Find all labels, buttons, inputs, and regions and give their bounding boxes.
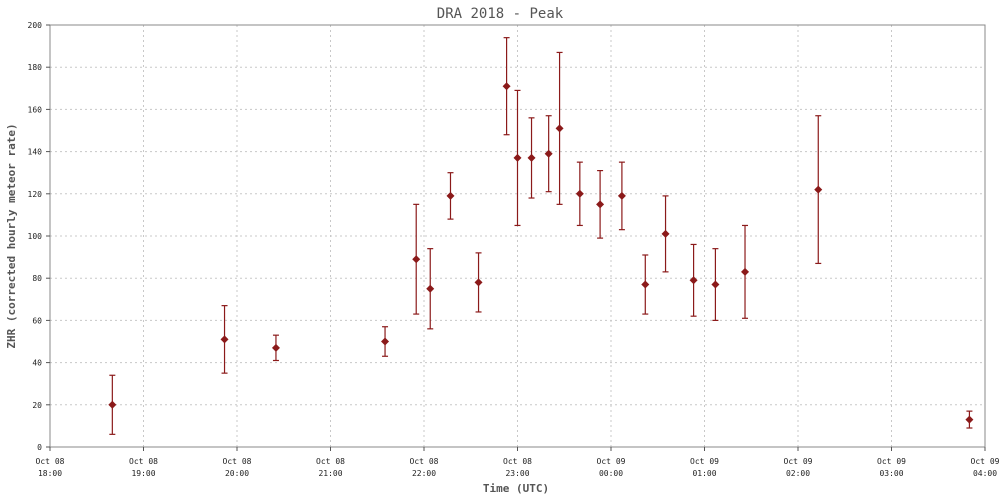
- x-tick-date-label: Oct 08: [129, 457, 158, 466]
- y-tick-label: 40: [32, 359, 42, 368]
- point-marker: [446, 191, 455, 200]
- x-tick-date-label: Oct 08: [410, 457, 439, 466]
- x-tick-time-label: 21:00: [318, 469, 342, 478]
- point-marker: [741, 267, 750, 276]
- x-tick-time-label: 01:00: [692, 469, 716, 478]
- data-point: [412, 203, 421, 315]
- point-marker: [474, 278, 483, 287]
- point-marker: [527, 153, 536, 162]
- point-marker: [381, 337, 390, 346]
- point-marker: [689, 276, 698, 285]
- data-point: [381, 326, 390, 357]
- x-tick-time-label: 00:00: [599, 469, 623, 478]
- x-tick-date-label: Oct 08: [36, 457, 65, 466]
- data-point: [814, 115, 823, 265]
- x-tick-time-label: 18:00: [38, 469, 62, 478]
- point-marker: [596, 200, 605, 209]
- grid-lines: [50, 25, 985, 447]
- data-point: [641, 254, 650, 315]
- x-tick-time-label: 04:00: [973, 469, 997, 478]
- x-tick-time-label: 22:00: [412, 469, 436, 478]
- y-tick-label: 140: [28, 148, 43, 157]
- x-tick-time-label: 23:00: [505, 469, 529, 478]
- y-tick-label: 20: [32, 401, 42, 410]
- data-point: [446, 172, 455, 220]
- point-marker: [641, 280, 650, 289]
- y-tick-label: 160: [28, 105, 43, 114]
- data-point: [544, 115, 553, 193]
- point-marker: [108, 400, 117, 409]
- y-tick-label: 60: [32, 316, 42, 325]
- x-tick-date-label: Oct 08: [503, 457, 532, 466]
- data-point: [575, 161, 584, 227]
- x-tick-date-label: Oct 09: [784, 457, 813, 466]
- point-marker: [814, 185, 823, 194]
- data-point: [108, 374, 117, 435]
- y-tick-label: 0: [37, 443, 42, 452]
- y-tick-label: 200: [28, 21, 43, 30]
- y-tick-label: 100: [28, 232, 43, 241]
- x-tick-date-label: Oct 08: [223, 457, 252, 466]
- x-tick-date-label: Oct 08: [316, 457, 345, 466]
- point-marker: [617, 191, 626, 200]
- data-point: [527, 117, 536, 199]
- x-tick-time-label: 03:00: [879, 469, 903, 478]
- data-point: [426, 248, 435, 330]
- data-point: [220, 305, 229, 374]
- y-tick-label: 180: [28, 63, 43, 72]
- y-tick-label: 80: [32, 274, 42, 283]
- point-marker: [426, 284, 435, 293]
- data-point: [474, 252, 483, 313]
- point-marker: [412, 255, 421, 264]
- point-marker: [220, 335, 229, 344]
- x-axis-ticks: Oct 08 18:00 Oct 08 19:00 Oct 08 20:00 Oct 08 2…: [36, 447, 1000, 478]
- data-point: [555, 51, 564, 205]
- x-tick-date-label: Oct 09: [690, 457, 719, 466]
- point-marker: [271, 343, 280, 352]
- data-point: [711, 248, 720, 321]
- chart-title: DRA 2018 - Peak: [437, 6, 564, 22]
- x-tick-time-label: 20:00: [225, 469, 249, 478]
- y-axis-label: ZHR (corrected hourly meteor rate): [5, 123, 18, 348]
- data-point: [965, 410, 974, 429]
- point-marker: [575, 189, 584, 198]
- point-marker: [711, 280, 720, 289]
- data-point: [741, 224, 750, 319]
- data-point: [661, 195, 670, 273]
- data-point: [271, 334, 280, 362]
- point-marker: [502, 82, 511, 91]
- point-marker: [544, 149, 553, 158]
- data-point: [689, 243, 698, 317]
- x-tick-time-label: 02:00: [786, 469, 810, 478]
- data-series: [108, 37, 974, 435]
- x-tick-time-label: 19:00: [131, 469, 155, 478]
- data-point: [596, 169, 605, 239]
- point-marker: [965, 415, 974, 424]
- point-marker: [513, 153, 522, 162]
- x-tick-date-label: Oct 09: [597, 457, 626, 466]
- x-tick-date-label: Oct 09: [877, 457, 906, 466]
- data-point: [502, 37, 511, 136]
- data-point: [617, 161, 626, 231]
- x-axis-label: Time (UTC): [483, 482, 549, 495]
- point-marker: [661, 229, 670, 238]
- point-marker: [555, 124, 564, 133]
- y-tick-label: 120: [28, 190, 43, 199]
- y-axis-ticks: 0 20 40 60 80 100 120 140 160 180 200: [28, 21, 50, 452]
- x-tick-date-label: Oct 09: [971, 457, 1000, 466]
- data-point: [513, 89, 522, 227]
